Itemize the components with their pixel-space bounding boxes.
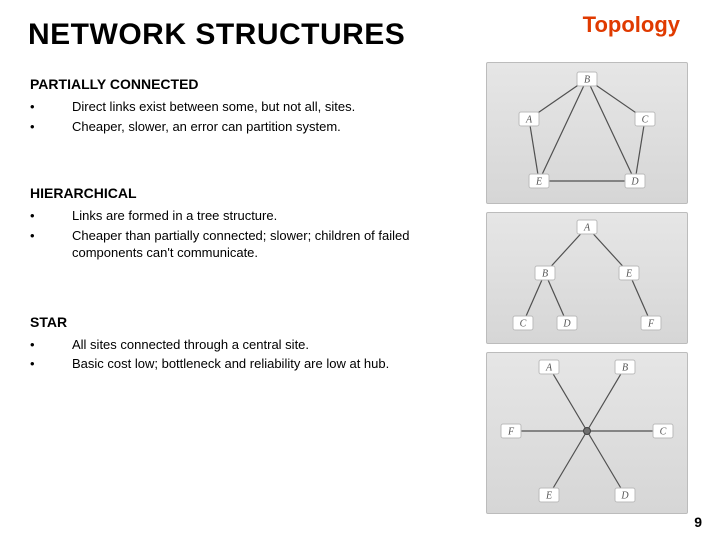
page-subtitle: Topology (583, 12, 680, 38)
svg-text:E: E (545, 491, 552, 502)
bullet-item: Cheaper, slower, an error can partition … (28, 118, 472, 136)
svg-text:A: A (583, 223, 591, 234)
bullet-item: All sites connected through a central si… (28, 336, 472, 354)
page-title: NETWORK STRUCTURES (28, 18, 405, 52)
svg-text:B: B (622, 363, 628, 374)
svg-text:F: F (647, 319, 655, 330)
diagram-column: A B C D E A B E C D F A B C (478, 58, 696, 514)
bullets-star: All sites connected through a central si… (28, 336, 472, 373)
svg-text:A: A (525, 115, 533, 126)
bullet-item: Basic cost low; bottleneck and reliabili… (28, 355, 472, 373)
section-heading-partial: PARTIALLY CONNECTED (30, 76, 472, 92)
section-heading-hierarchical: HIERARCHICAL (30, 185, 472, 201)
bullets-hierarchical: Links are formed in a tree structure. Ch… (28, 207, 472, 262)
content-row: PARTIALLY CONNECTED Direct links exist b… (28, 58, 696, 514)
svg-text:D: D (562, 319, 571, 330)
svg-text:D: D (620, 491, 629, 502)
svg-text:B: B (542, 269, 548, 280)
svg-text:D: D (630, 177, 639, 188)
bullet-item: Links are formed in a tree structure. (28, 207, 472, 225)
diagram-hierarchical: A B E C D F (486, 212, 688, 344)
svg-text:E: E (625, 269, 632, 280)
slide: NETWORK STRUCTURES Topology PARTIALLY CO… (0, 0, 720, 540)
header: NETWORK STRUCTURES Topology (28, 18, 696, 52)
svg-text:F: F (507, 427, 515, 438)
svg-text:C: C (642, 115, 649, 126)
text-column: PARTIALLY CONNECTED Direct links exist b… (28, 58, 472, 514)
section-heading-star: STAR (30, 314, 472, 330)
bullets-partial: Direct links exist between some, but not… (28, 98, 472, 135)
svg-text:C: C (520, 319, 527, 330)
bullet-item: Direct links exist between some, but not… (28, 98, 472, 116)
diagram-partial: A B C D E (486, 62, 688, 204)
svg-text:E: E (535, 177, 542, 188)
diagram-star: A B C D E F (486, 352, 688, 514)
svg-text:A: A (545, 363, 553, 374)
page-number: 9 (694, 514, 702, 530)
svg-text:C: C (660, 427, 667, 438)
svg-text:B: B (584, 75, 590, 86)
bullet-item: Cheaper than partially connected; slower… (28, 227, 472, 262)
